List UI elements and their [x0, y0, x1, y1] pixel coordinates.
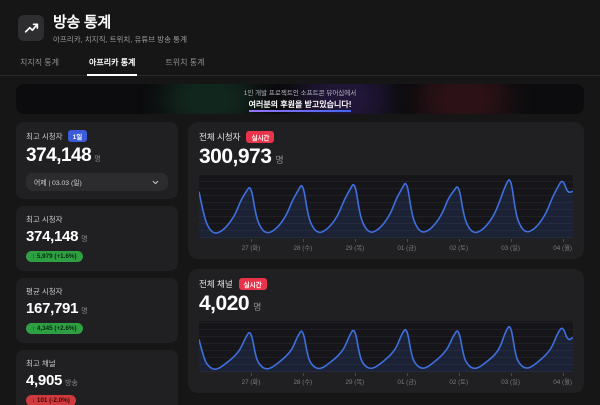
- stat-unit: 명: [81, 236, 88, 243]
- x-axis-label: 28 (수): [293, 379, 313, 386]
- chevron-down-icon: [152, 180, 159, 184]
- stat-label: 평균 시청자: [26, 287, 63, 296]
- total-viewers-line-chart[interactable]: [199, 174, 573, 238]
- x-axis-label: 29 (목): [345, 244, 365, 252]
- peak-channels-card: 최고 채널 4,905 방송 ↓ 101 (-2.0%): [16, 350, 178, 405]
- date-select-value: 어제 | 03.03 (일): [34, 180, 82, 187]
- peak-viewers-daily-card: 최고 시청자 1일 374,148 명 어제 | 03.03 (일): [16, 122, 178, 199]
- stat-unit: 명: [94, 156, 101, 163]
- x-axis-tick: [562, 238, 564, 242]
- total-channels-chart-card: 전체 채널 실시간 4,020 명 27 (화) 28 (수) 29 (목) 01 (…: [188, 268, 584, 393]
- x-axis-tick: [406, 238, 408, 242]
- tab-afreeca-stats[interactable]: 아프리카 통계: [87, 55, 138, 76]
- x-axis-labels: 27 (화) 28 (수) 29 (목) 01 (금) 02 (토) 03 (일) 04 (…: [199, 373, 573, 386]
- x-axis-tick: [302, 238, 304, 242]
- x-axis-label: 28 (수): [293, 244, 313, 252]
- stat-label: 최고 시청자: [26, 215, 63, 224]
- stats-tab-bar: 치지직 통계 아프리카 통계 트위치 통계: [0, 47, 600, 76]
- date-select-dropdown[interactable]: 어제 | 03.03 (일): [26, 173, 168, 191]
- x-axis-tick: [562, 373, 564, 376]
- x-axis-tick: [510, 238, 512, 242]
- x-axis-label: 29 (목): [345, 379, 365, 386]
- stat-unit: 방송: [65, 380, 78, 387]
- stat-value: 374,148: [26, 145, 92, 166]
- page-header: 방송 통계 아프리카, 치지직, 트위치, 유튜브 방송 통계: [0, 0, 600, 47]
- total-viewers-chart-card: 전체 시청자 실시간 300,973 명 27 (화) 28 (수) 29 (목) 0…: [188, 122, 584, 259]
- x-axis-label: 01 (금): [397, 379, 417, 386]
- x-axis-label: 04 (월): [553, 379, 572, 386]
- chart-current-value: 4,020: [199, 291, 250, 315]
- live-badge: 실시간: [238, 277, 267, 290]
- main-content: 최고 시청자 1일 374,148 명 어제 | 03.03 (일) 최고 시청…: [0, 120, 600, 405]
- x-axis-tick: [510, 373, 512, 376]
- chart-title: 전체 채널: [199, 278, 233, 289]
- x-axis-label: 27 (화): [241, 244, 261, 252]
- x-axis-tick: [302, 373, 304, 376]
- chart-value-unit: 명: [253, 301, 262, 312]
- page-subtitle: 아프리카, 치지직, 트위치, 유튜브 방송 통계: [53, 35, 187, 44]
- x-axis-tick: [354, 373, 356, 376]
- stat-unit: 명: [81, 308, 88, 315]
- change-badge: ↓ 101 (-2.0%): [26, 395, 76, 405]
- avg-viewers-card: 평균 시청자 167,791 명 ↑ 4,345 (+2.6%): [16, 278, 178, 343]
- stat-label: 최고 시청자: [26, 131, 63, 141]
- x-axis-label: 01 (금): [397, 244, 417, 252]
- x-axis-label: 02 (토): [449, 379, 469, 386]
- x-axis-label: 03 (일): [501, 244, 521, 252]
- banner-text-line2: 여러분의 후원을 받고있습니다!: [248, 98, 352, 112]
- peak-viewers-card: 최고 시청자 374,148 명 ↑ 5,979 (+1.6%): [16, 206, 178, 271]
- stat-label: 최고 채널: [26, 359, 56, 368]
- change-badge: ↑ 4,345 (+2.6%): [26, 323, 83, 334]
- stat-value: 374,148: [26, 228, 79, 245]
- stat-value: 4,905: [26, 372, 63, 389]
- page-title: 방송 통계: [53, 14, 111, 31]
- total-channels-line-chart[interactable]: [199, 320, 573, 372]
- x-axis-tick: [354, 238, 356, 242]
- x-axis-label: 02 (토): [449, 244, 469, 252]
- donation-banner[interactable]: 1인 개발 프로젝트인 소프트콘 뷰어십에서 여러분의 후원을 받고있습니다!: [16, 84, 584, 114]
- x-axis-label: 03 (일): [501, 379, 521, 386]
- chart-value-unit: 명: [275, 155, 284, 165]
- stats-sidebar: 최고 시청자 1일 374,148 명 어제 | 03.03 (일) 최고 시청…: [16, 122, 178, 405]
- x-axis-label: 04 (월): [553, 244, 572, 252]
- x-axis-labels: 27 (화) 28 (수) 29 (목) 01 (금) 02 (토) 03 (일) 04 (…: [199, 238, 573, 252]
- charts-column: 전체 시청자 실시간 300,973 명 27 (화) 28 (수) 29 (목) 0…: [188, 122, 584, 393]
- period-badge: 1일: [67, 130, 88, 142]
- x-axis-tick: [406, 373, 408, 376]
- stat-value: 167,791: [26, 300, 79, 317]
- change-badge: ↑ 5,979 (+1.6%): [26, 251, 83, 262]
- live-badge: 실시간: [246, 131, 275, 143]
- trending-up-icon: [18, 15, 44, 41]
- chart-title: 전체 시청자: [199, 132, 241, 142]
- banner-text-line1: 1인 개발 프로젝트인 소프트콘 뷰어십에서: [243, 89, 357, 97]
- chart-current-value: 300,973: [199, 145, 272, 168]
- x-axis-tick: [458, 238, 460, 242]
- banner-glow-red: [419, 84, 510, 114]
- tab-twitch-stats[interactable]: 트위치 통계: [165, 58, 205, 67]
- x-axis-label: 27 (화): [241, 379, 261, 386]
- banner-glow-green: [163, 84, 254, 114]
- x-axis-tick: [458, 373, 460, 376]
- tab-chzzk-stats[interactable]: 치지직 통계: [20, 58, 60, 67]
- x-axis-tick: [250, 238, 252, 242]
- x-axis-tick: [250, 373, 252, 376]
